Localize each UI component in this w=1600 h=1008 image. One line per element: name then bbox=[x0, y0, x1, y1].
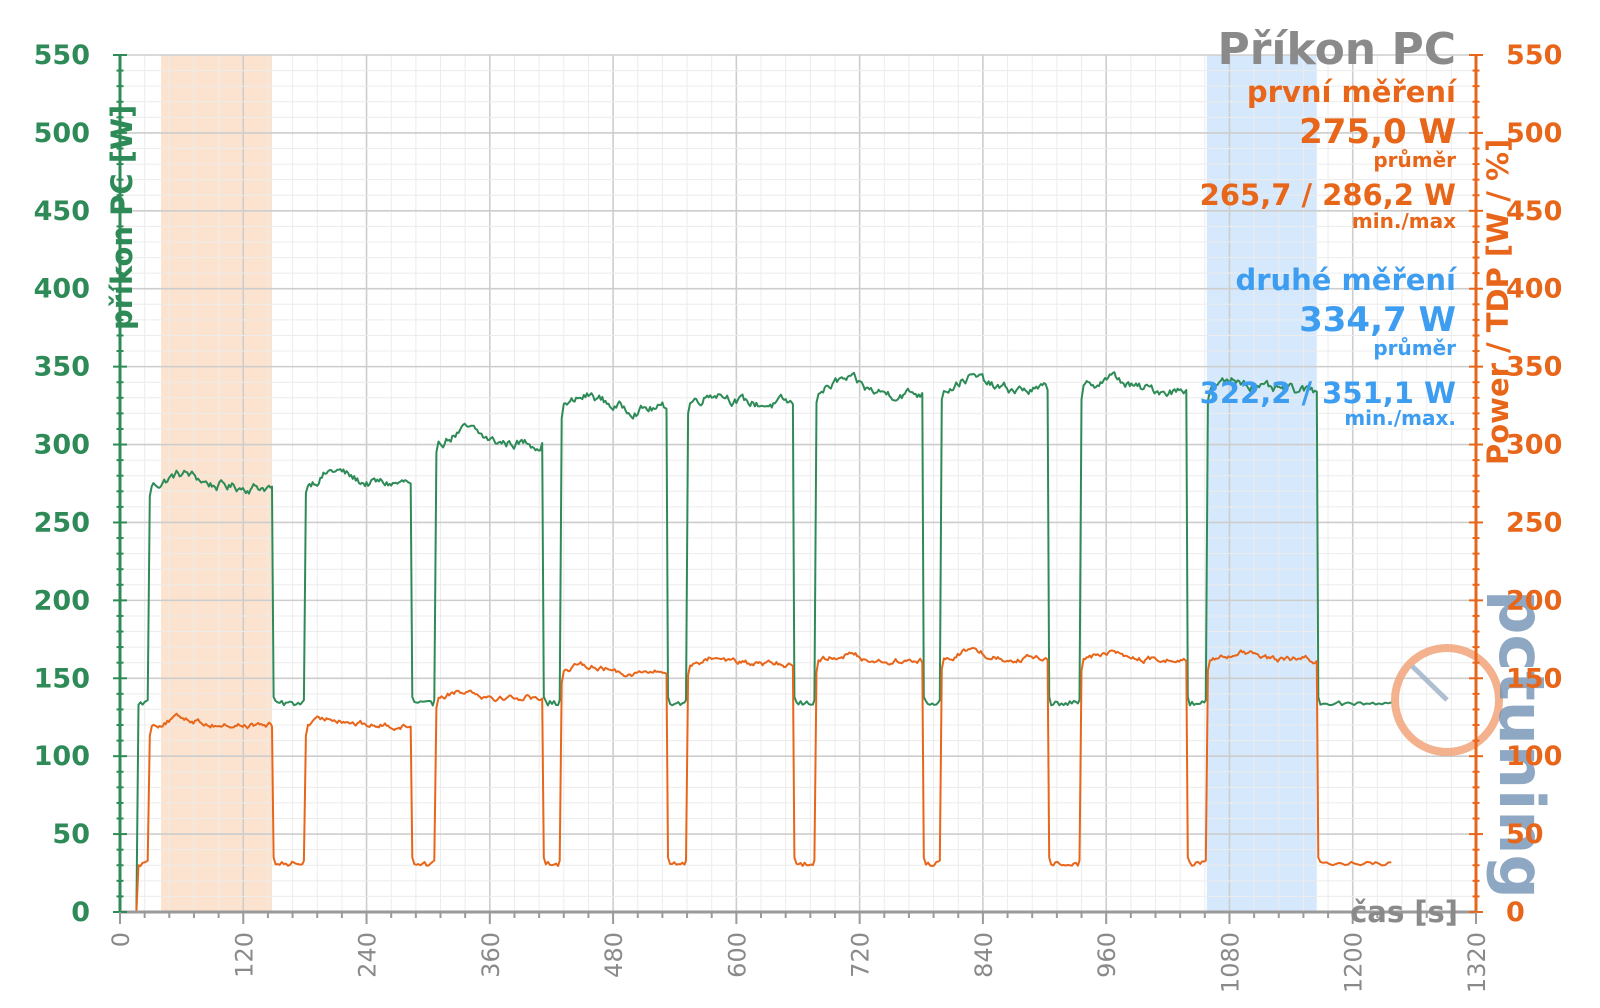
y-tick-left-label: 100 bbox=[34, 741, 90, 772]
watermark-gauge-icon bbox=[1391, 644, 1503, 756]
y-tick-right-label: 550 bbox=[1506, 40, 1562, 71]
y-axis-left-label: příkon PC [W] bbox=[105, 105, 139, 330]
x-tick-label: 960 bbox=[1093, 932, 1121, 978]
y-tick-left-label: 400 bbox=[34, 274, 90, 305]
annotation-second-label: druhé měření bbox=[1235, 263, 1458, 297]
annotation-second-avg-label: průměr bbox=[1373, 336, 1456, 360]
chart-title: Příkon PC bbox=[1217, 24, 1456, 75]
annotation-second-avg: 334,7 W bbox=[1299, 300, 1456, 340]
x-tick-label: 240 bbox=[354, 932, 382, 978]
y-tick-right-label: 400 bbox=[1506, 274, 1562, 305]
annotation-second-minmax: 322,2 / 351,1 W bbox=[1200, 376, 1456, 410]
annotation-second-minmax-label: min./max. bbox=[1344, 406, 1456, 430]
x-tick-label: 0 bbox=[107, 932, 135, 947]
y-tick-left-label: 50 bbox=[52, 819, 90, 850]
x-tick-label: 1200 bbox=[1340, 932, 1368, 993]
watermark-text: pctuning bbox=[1485, 590, 1558, 899]
series-line-1 bbox=[120, 371, 1392, 913]
y-tick-right-label: 100 bbox=[1506, 741, 1562, 772]
x-tick-label: 360 bbox=[477, 932, 505, 978]
y-tick-right-label: 200 bbox=[1506, 585, 1562, 616]
x-tick-label: 840 bbox=[970, 932, 998, 978]
y-tick-right-label: 500 bbox=[1506, 118, 1562, 149]
annotation-first-label: první měření bbox=[1247, 75, 1458, 109]
highlight-band-2 bbox=[1206, 55, 1317, 912]
y-tick-left-label: 500 bbox=[34, 118, 90, 149]
x-tick-label: 480 bbox=[600, 932, 628, 978]
annotation-first: první měření 275,0 W průměr 265,7 / 286,… bbox=[1200, 75, 1458, 233]
x-tick-label: 1080 bbox=[1216, 932, 1244, 993]
annotation-first-minmax: 265,7 / 286,2 W bbox=[1200, 178, 1456, 212]
y-tick-left-label: 450 bbox=[34, 196, 90, 227]
y-tick-left-label: 150 bbox=[34, 663, 90, 694]
pctuning-watermark: pctuning bbox=[1391, 590, 1558, 899]
watermark-needle-icon bbox=[1410, 664, 1449, 702]
x-tick-label: 600 bbox=[723, 932, 751, 978]
y-tick-left-label: 550 bbox=[34, 40, 90, 71]
highlight-band-1 bbox=[161, 55, 273, 912]
x-tick-label: 120 bbox=[230, 932, 258, 978]
x-axis-label: čas [s] bbox=[1350, 895, 1458, 929]
y-tick-left-label: 300 bbox=[34, 430, 90, 461]
x-tick-label: 1320 bbox=[1463, 932, 1491, 993]
y-tick-right-label: 300 bbox=[1506, 430, 1562, 461]
annotation-second: druhé měření 334,7 W průměr 322,2 / 351,… bbox=[1200, 263, 1458, 430]
y-tick-right-label: 150 bbox=[1506, 663, 1562, 694]
annotation-first-minmax-label: min./max bbox=[1352, 209, 1456, 233]
y-tick-right-label: 450 bbox=[1506, 196, 1562, 227]
y-tick-left-label: 250 bbox=[34, 507, 90, 538]
y-tick-left-label: 350 bbox=[34, 352, 90, 383]
y-tick-right-label: 0 bbox=[1506, 897, 1525, 928]
y-tick-right-label: 250 bbox=[1506, 507, 1562, 538]
y-axis-right-label: Power / TDP [W / %] bbox=[1481, 139, 1515, 465]
y-tick-right-label: 50 bbox=[1506, 819, 1544, 850]
y-tick-left-label: 0 bbox=[71, 897, 90, 928]
y-tick-right-label: 350 bbox=[1506, 352, 1562, 383]
y-tick-left-label: 200 bbox=[34, 585, 90, 616]
annotation-first-avg: 275,0 W bbox=[1299, 112, 1456, 152]
annotation-first-avg-label: průměr bbox=[1373, 148, 1456, 172]
x-tick-label: 720 bbox=[847, 932, 875, 978]
series-line-2 bbox=[120, 647, 1392, 913]
